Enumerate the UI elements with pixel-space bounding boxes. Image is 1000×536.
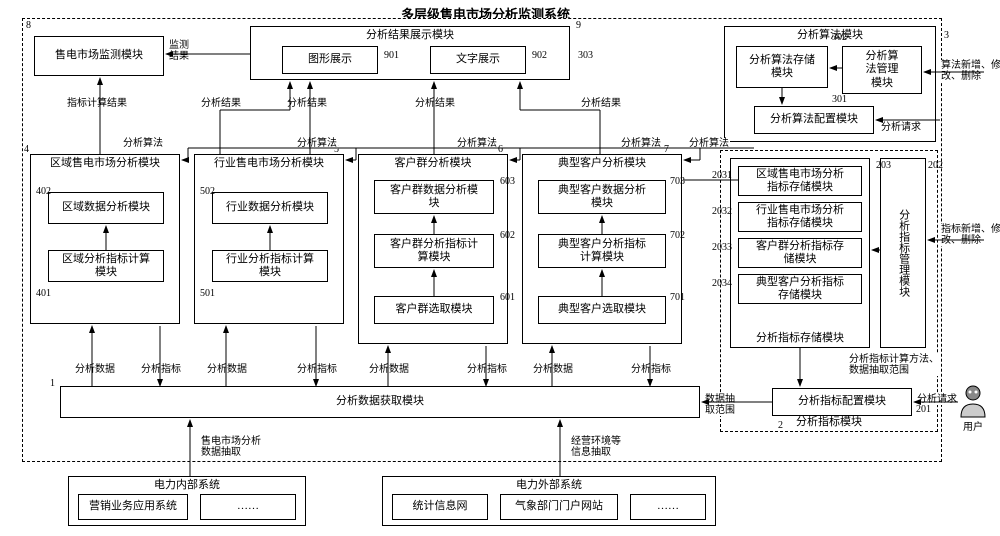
label-l_idxcalcresult: 指标计算结果 [66, 98, 128, 109]
box-b301: 分析算法配置模块 [754, 106, 874, 134]
label-l_ana_result1: 分析结果 [200, 98, 242, 109]
num-n501: 501 [200, 288, 215, 299]
label-l_ana_result3: 分析结果 [414, 98, 456, 109]
num-n2034: 2034 [712, 278, 732, 289]
box-b702: 典型客户分析指标计算模块 [538, 234, 666, 268]
label-l_monitorresult: 监测 结果 [168, 40, 190, 62]
box-b201: 分析指标配置模块 [772, 388, 912, 416]
label-l_ana_alg1: 分析算法 [122, 138, 164, 149]
label-l_ana_result4: 分析结果 [580, 98, 622, 109]
box-b703: 典型客户数据分析模块 [538, 180, 666, 214]
box-b303: 分析算法管理模块 [842, 46, 922, 94]
box-b8: 售电市场监测模块 [34, 36, 164, 76]
box-b2034: 典型客户分析指标存储模块 [738, 274, 862, 304]
box-b2031: 区域售电市场分析指标存储模块 [738, 166, 862, 196]
label-l_ana_data2: 分析数据 [206, 364, 248, 375]
label-l_ana_alg3: 分析算法 [456, 138, 498, 149]
num-n4: 4 [24, 144, 29, 155]
label-l_ana_idx1: 分析指标 [140, 364, 182, 375]
box-b5: 行业售电市场分析模块 [194, 154, 344, 324]
label-l_ana_idx4: 分析指标 [630, 364, 672, 375]
box-b501: 行业分析指标计算模块 [212, 250, 328, 282]
label-l_ana_alg_ext: 算法新增、修 改、删除 [940, 60, 1000, 82]
num-n901: 901 [384, 50, 399, 61]
label-l_sell_ext: 售电市场分析 数据抽取 [200, 436, 262, 458]
box-b602: 客户群分析指标计算模块 [374, 234, 494, 268]
box-b603: 客户群数据分析模块 [374, 180, 494, 214]
num-n302: 302 [832, 32, 847, 43]
label-l_ana_idx3: 分析指标 [466, 364, 508, 375]
label-l_data_extract: 数据抽 取范围 [704, 394, 736, 416]
box-b901: 图形展示 [282, 46, 378, 74]
box-b4: 区域售电市场分析模块 [30, 154, 180, 324]
label-l_ana_data3: 分析数据 [368, 364, 410, 375]
num-n702: 702 [670, 230, 685, 241]
num-n202: 202 [928, 160, 943, 171]
box-eext1: 统计信息网 [392, 494, 488, 520]
box-b1: 分析数据获取模块 [60, 386, 700, 418]
label-l_ana_alg5: 分析算法 [688, 138, 730, 149]
user-icon [958, 384, 988, 424]
num-n3: 3 [944, 30, 949, 41]
label-l_ana_result2: 分析结果 [286, 98, 328, 109]
num-n2033: 2033 [712, 242, 732, 253]
label-l_idx_ext: 指标新增、修 改、删除 [940, 224, 1000, 246]
num-n502: 502 [200, 186, 215, 197]
box-eext2: 气象部门门户网站 [500, 494, 618, 520]
num-n2031: 2031 [712, 170, 732, 181]
label-l_ana_data1: 分析数据 [74, 364, 116, 375]
num-n7: 7 [664, 144, 669, 155]
num-n603: 603 [500, 176, 515, 187]
box-b401: 区域分析指标计算模块 [48, 250, 164, 282]
label-l_env_ext: 经营环境等 信息抽取 [570, 436, 622, 458]
box-b902: 文字展示 [430, 46, 526, 74]
label-l_ana_idx2: 分析指标 [296, 364, 338, 375]
num-n2: 2 [778, 420, 783, 431]
box-b302: 分析算法存储模块 [736, 46, 828, 88]
num-n1: 1 [50, 378, 55, 389]
label-l_idx_calcmethod: 分析指标计算方法、 数据抽取范围 [848, 354, 940, 376]
box-b402: 区域数据分析模块 [48, 192, 164, 224]
num-n701: 701 [670, 292, 685, 303]
num-n8: 8 [26, 20, 31, 31]
num-n201: 201 [916, 404, 931, 415]
label-l_ana_alg4: 分析算法 [620, 138, 662, 149]
box-b502: 行业数据分析模块 [212, 192, 328, 224]
num-n703: 703 [670, 176, 685, 187]
label-l_ana_alg2: 分析算法 [296, 138, 338, 149]
num-n303: 303 [578, 50, 593, 61]
num-n203: 203 [876, 160, 891, 171]
num-n301: 301 [832, 94, 847, 105]
num-n602: 602 [500, 230, 515, 241]
num-n902: 902 [532, 50, 547, 61]
num-n2032: 2032 [712, 206, 732, 217]
box-eint1: 营销业务应用系统 [78, 494, 188, 520]
box-eint2: …… [200, 494, 296, 520]
label-l_ana_data4: 分析数据 [532, 364, 574, 375]
num-n601: 601 [500, 292, 515, 303]
num-n6: 6 [498, 144, 503, 155]
box-b2032: 行业售电市场分析指标存储模块 [738, 202, 862, 232]
box-b202: 分析指标管理模块 [880, 158, 926, 348]
box-b2033: 客户群分析指标存储模块 [738, 238, 862, 268]
num-n401: 401 [36, 288, 51, 299]
box-eext3: …… [630, 494, 706, 520]
num-n9: 9 [576, 20, 581, 31]
box-b601: 客户群选取模块 [374, 296, 494, 324]
label-l_ana_req_bot: 分析请求 [916, 394, 958, 405]
box-b701: 典型客户选取模块 [538, 296, 666, 324]
num-n402: 402 [36, 186, 51, 197]
label-l_ana_req_top: 分析请求 [880, 122, 922, 133]
